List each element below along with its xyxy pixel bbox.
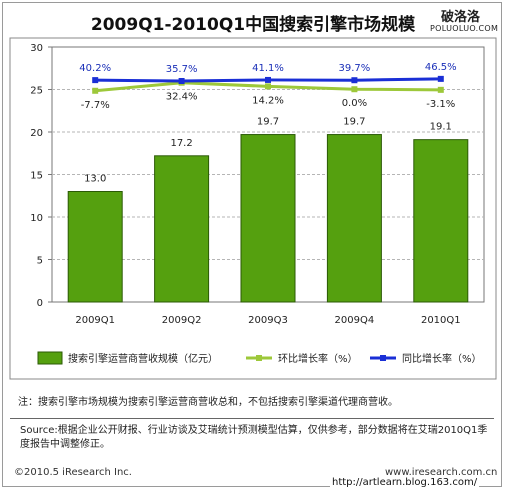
yoy-rate-label: 46.5% bbox=[425, 62, 457, 73]
mom-rate-label: -3.1% bbox=[426, 99, 455, 110]
x-tick-label: 2009Q4 bbox=[335, 315, 375, 326]
copyright-text: ©2010.5 iResearch Inc. bbox=[14, 467, 132, 478]
y-tick-label: 25 bbox=[30, 86, 43, 97]
bar-value-label: 13.0 bbox=[84, 174, 106, 185]
y-tick-label: 0 bbox=[37, 298, 43, 309]
bar bbox=[326, 134, 382, 303]
x-tick-label: 2010Q1 bbox=[421, 315, 461, 326]
yoy-rate-label: 41.1% bbox=[252, 63, 284, 74]
point-yoy bbox=[437, 75, 444, 82]
bar bbox=[154, 155, 210, 303]
point-mom bbox=[92, 87, 99, 94]
legend-label-mom: 环比增长率（%） bbox=[278, 352, 358, 365]
website-text: www.iresearch.com.cn bbox=[385, 467, 498, 478]
watermark-logo-url: POLUOLUO.COM bbox=[430, 24, 499, 33]
divider bbox=[10, 418, 494, 419]
yoy-rate-label: 39.7% bbox=[339, 63, 371, 74]
mom-rate-label: 14.2% bbox=[252, 95, 284, 106]
bar bbox=[413, 139, 469, 303]
mom-rate-label: -7.7% bbox=[81, 100, 110, 111]
source-text: Source:根据企业公开财报、行业访谈及艾瑞统计预测模型估算，仅供参考，部分数… bbox=[20, 425, 488, 450]
chart-title: 2009Q1-2010Q1中国搜索引擎市场规模 bbox=[90, 15, 416, 35]
x-tick-label: 2009Q3 bbox=[248, 315, 288, 326]
point-yoy bbox=[92, 77, 99, 84]
x-tick-label: 2009Q2 bbox=[162, 315, 202, 326]
point-yoy bbox=[265, 76, 271, 83]
point-mom bbox=[265, 83, 271, 90]
bar bbox=[67, 191, 123, 303]
y-tick-label: 20 bbox=[30, 128, 43, 139]
y-tick-label: 30 bbox=[30, 43, 43, 54]
chart-note: 注：搜索引擎市场规模为搜索引擎运营商营收总和，不包括搜索引擎渠道代理商营收。 bbox=[18, 397, 398, 408]
legend-marker-yoy bbox=[380, 355, 386, 361]
point-yoy bbox=[351, 77, 358, 84]
bar-value-label: 19.1 bbox=[430, 122, 452, 133]
chart-frame bbox=[2, 2, 502, 487]
y-tick-label: 5 bbox=[37, 256, 43, 267]
bar-value-label: 19.7 bbox=[257, 117, 279, 128]
legend-label-bar: 搜索引擎运营商营收规模（亿元） bbox=[68, 352, 218, 365]
chart-box bbox=[9, 37, 497, 380]
yoy-rate-label: 35.7% bbox=[166, 64, 198, 75]
yoy-rate-label: 40.2% bbox=[79, 63, 111, 74]
y-tick-label: 10 bbox=[30, 213, 43, 224]
blog-url-text: http://artlearn.blog.163.com/ bbox=[330, 477, 480, 488]
legend-swatch-bar bbox=[37, 351, 63, 365]
bar-value-label: 17.2 bbox=[170, 138, 192, 149]
chart-area: 0 5 10 15 20 25 30 2009Q1 2009Q2 2009Q3 2009Q4 2010… bbox=[9, 37, 497, 380]
watermark-logo: 破洛洛 bbox=[441, 10, 481, 25]
mom-rate-label: 32.4% bbox=[166, 92, 198, 103]
point-mom bbox=[351, 86, 358, 93]
mom-rate-label: 0.0% bbox=[342, 98, 367, 109]
bar-value-label: 19.7 bbox=[343, 117, 365, 128]
legend-label-yoy: 同比增长率（%） bbox=[402, 352, 482, 365]
legend-marker-mom bbox=[256, 355, 262, 361]
x-tick-label: 2009Q1 bbox=[75, 315, 115, 326]
y-tick-label: 15 bbox=[30, 171, 43, 182]
point-yoy bbox=[178, 78, 185, 84]
point-mom bbox=[437, 86, 444, 93]
bar bbox=[240, 134, 296, 303]
